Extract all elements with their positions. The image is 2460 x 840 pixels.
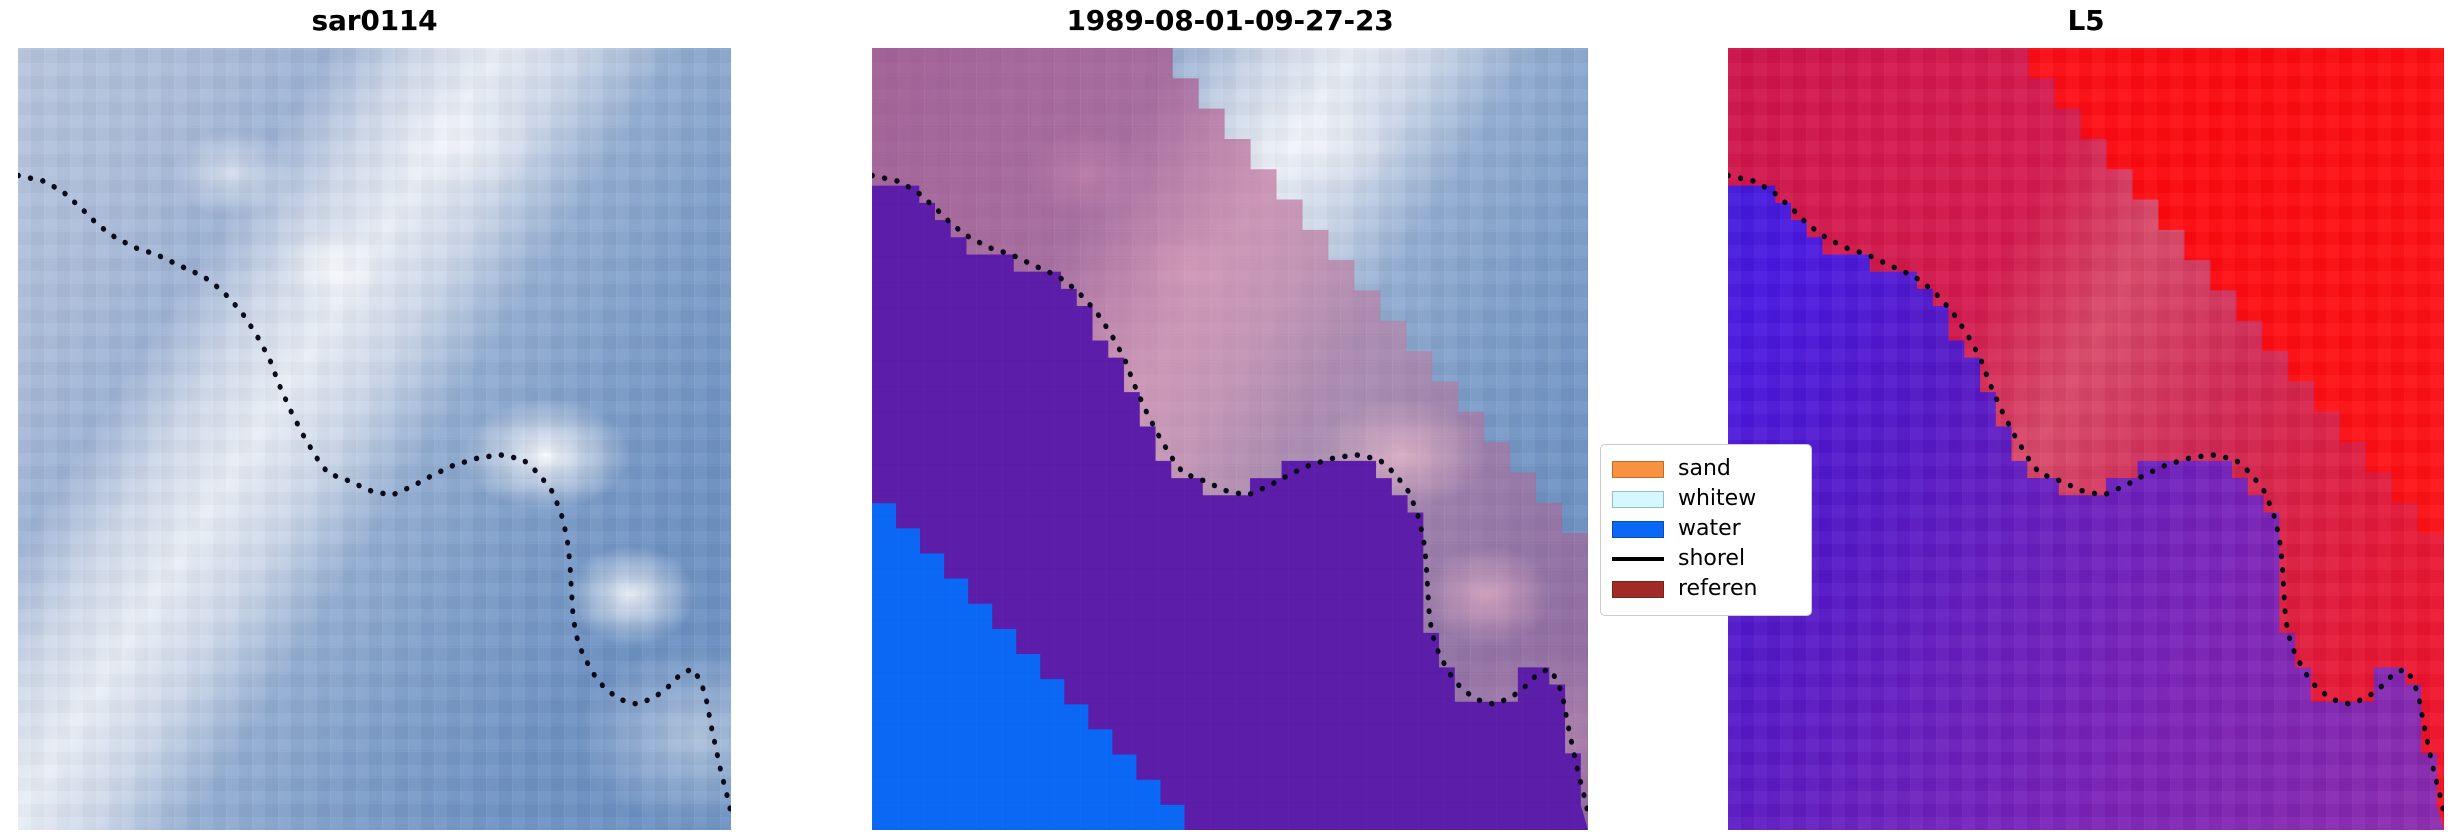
legend-row-reference: referen <box>1612 574 1801 604</box>
panel-classified-image <box>872 48 1588 830</box>
legend-row-shoreline: shorel <box>1612 544 1801 574</box>
panel-l5-image <box>1728 48 2444 830</box>
legend-label-reference: referen <box>1678 576 1758 601</box>
legend-row-sand: sand <box>1612 454 1801 484</box>
legend-row-water: water <box>1612 514 1801 544</box>
legend-swatch-whitewater-icon <box>1612 490 1664 508</box>
legend-row-whitewater: whitew <box>1612 484 1801 514</box>
legend-swatch-reference-icon <box>1612 580 1664 598</box>
legend-swatch-water-icon <box>1612 520 1664 538</box>
l5-pixel-grid <box>1728 48 2444 830</box>
panel-classified <box>872 48 1588 830</box>
legend-swatch-sand-icon <box>1612 460 1664 478</box>
legend-box: sand whitew water shorel referen <box>1600 444 1812 616</box>
panel-l5-title: L5 <box>2067 4 2105 37</box>
legend-swatch-shoreline-icon <box>1612 557 1664 561</box>
legend-label-sand: sand <box>1678 456 1731 481</box>
panel-sar-title: sar0114 <box>311 4 438 37</box>
classified-pixel-grid <box>872 48 1588 830</box>
panel-sar <box>18 48 731 830</box>
legend-label-shoreline: shorel <box>1678 546 1746 571</box>
panel-classified-title: 1989-08-01-09-27-23 <box>1066 4 1394 37</box>
legend-label-water: water <box>1678 516 1741 541</box>
panel-sar-image <box>18 48 731 830</box>
legend-label-whitewater: whitew <box>1678 486 1757 511</box>
panel-l5 <box>1728 48 2444 830</box>
sar-pixel-grid <box>18 48 731 830</box>
